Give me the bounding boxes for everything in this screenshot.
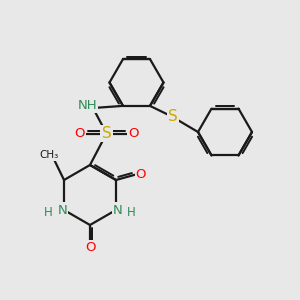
Text: S: S	[102, 126, 111, 141]
Text: H: H	[127, 206, 136, 220]
Text: H: H	[44, 206, 53, 220]
Text: O: O	[74, 127, 85, 140]
Text: O: O	[85, 241, 95, 254]
Text: O: O	[128, 127, 139, 140]
Text: S: S	[168, 109, 178, 124]
Text: O: O	[136, 168, 146, 181]
Text: CH₃: CH₃	[39, 150, 58, 160]
Text: NH: NH	[78, 99, 98, 112]
Text: N: N	[112, 203, 122, 217]
Text: N: N	[58, 203, 68, 217]
